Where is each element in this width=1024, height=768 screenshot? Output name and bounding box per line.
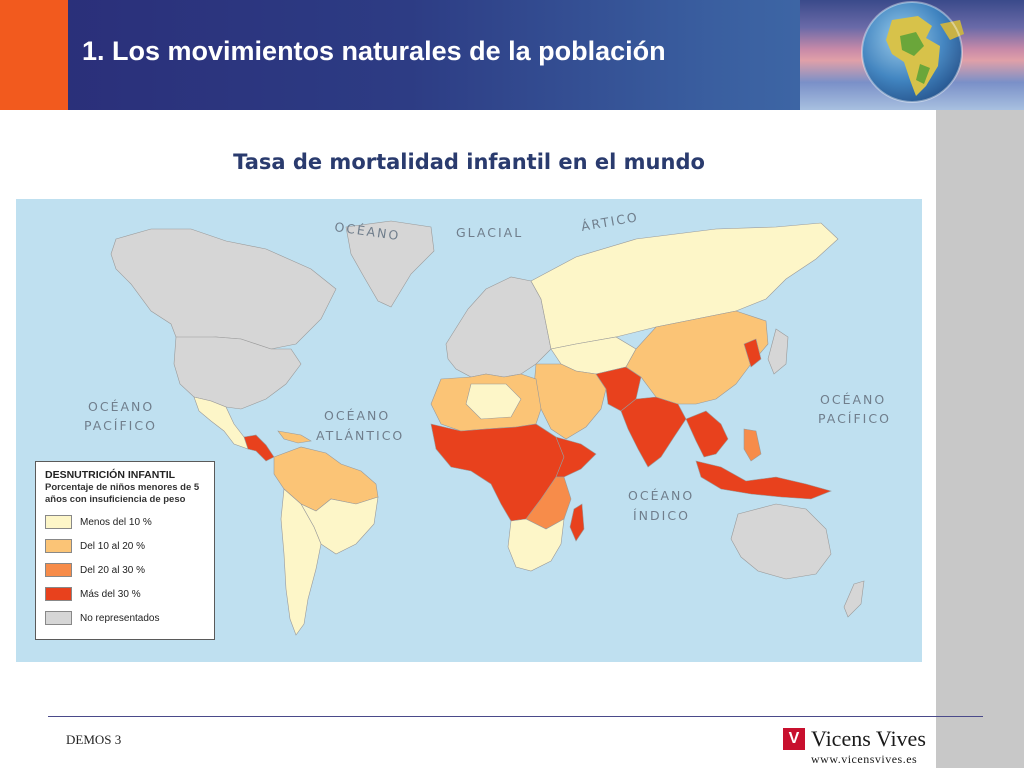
ocean-label-pacific-east-2: PACÍFICO	[818, 411, 891, 426]
region-usa	[173, 336, 302, 410]
ocean-label-pacific-west-2: PACÍFICO	[84, 418, 157, 433]
slide-header: 1. Los movimientos naturales de la pobla…	[0, 0, 1024, 110]
ocean-label-indian-1: OCÉANO	[628, 488, 694, 503]
ocean-label-atlantic-1: OCÉANO	[324, 408, 390, 423]
region-caribbean	[277, 430, 312, 444]
legend-label: Del 10 al 20 %	[80, 540, 146, 552]
region-australia	[730, 503, 832, 580]
legend-item-20to30: Del 20 al 30 %	[45, 558, 214, 582]
region-south-america-south	[280, 488, 322, 636]
region-sahara	[465, 383, 522, 420]
region-indochina	[685, 410, 729, 458]
ocean-label-pacific-west-1: OCÉANO	[88, 399, 154, 414]
region-europe	[445, 276, 552, 378]
legend-title: DESNUTRICIÓN INFANTIL	[45, 469, 176, 481]
legend-item-no-data: No representados	[45, 606, 214, 630]
region-central-america	[243, 434, 275, 462]
region-philippines	[743, 428, 762, 462]
legend-subtitle: Porcentaje de niños menores de 5 años co…	[45, 482, 200, 505]
ocean-label-arctic-2: GLACIAL	[456, 225, 523, 240]
ocean-label-atlantic-2: ATLÁNTICO	[316, 428, 404, 443]
map-title: Tasa de mortalidad infantil en el mundo	[233, 150, 705, 174]
brand-url: www.vicensvives.es	[811, 752, 918, 766]
map-legend: DESNUTRICIÓN INFANTIL Porcentaje de niño…	[35, 461, 215, 640]
region-new-zealand	[843, 580, 865, 618]
legend-label: Del 20 al 30 %	[80, 564, 146, 576]
legend-swatch	[45, 539, 72, 553]
vicens-vives-logo-icon: V	[783, 728, 805, 750]
world-map: OCÉANO GLACIAL ÁRTICO OCÉANO PACÍFICO OC…	[16, 199, 922, 662]
legend-item-lt10: Menos del 10 %	[45, 510, 214, 534]
legend-swatch	[45, 611, 72, 625]
legend-swatch	[45, 515, 72, 529]
legend-item-10to20: Del 10 al 20 %	[45, 534, 214, 558]
footer-divider	[48, 716, 983, 717]
region-horn-of-africa	[555, 436, 597, 478]
earth-globe-icon	[800, 0, 1024, 110]
region-korea	[743, 338, 762, 368]
header-accent-block	[0, 0, 68, 110]
region-greenland	[345, 220, 435, 308]
legend-items: Menos del 10 % Del 10 al 20 % Del 20 al …	[36, 510, 214, 630]
legend-swatch	[45, 563, 72, 577]
ocean-label-pacific-east-1: OCÉANO	[820, 392, 886, 407]
region-india	[620, 396, 687, 468]
region-southern-africa	[507, 518, 565, 572]
brand-name: Vicens Vives	[811, 726, 926, 751]
legend-label: No representados	[80, 612, 160, 624]
footer-course-label: DEMOS 3	[66, 732, 122, 747]
region-indonesia	[695, 460, 832, 500]
legend-label: Menos del 10 %	[80, 516, 152, 528]
right-side-bar	[936, 110, 1024, 768]
region-japan	[767, 328, 789, 375]
ocean-label-indian-2: ÍNDICO	[633, 508, 690, 523]
legend-label: Más del 30 %	[80, 588, 141, 600]
region-madagascar	[569, 503, 585, 542]
legend-swatch	[45, 587, 72, 601]
slide-title: 1. Los movimientos naturales de la pobla…	[82, 36, 666, 66]
legend-item-gt30: Más del 30 %	[45, 582, 214, 606]
